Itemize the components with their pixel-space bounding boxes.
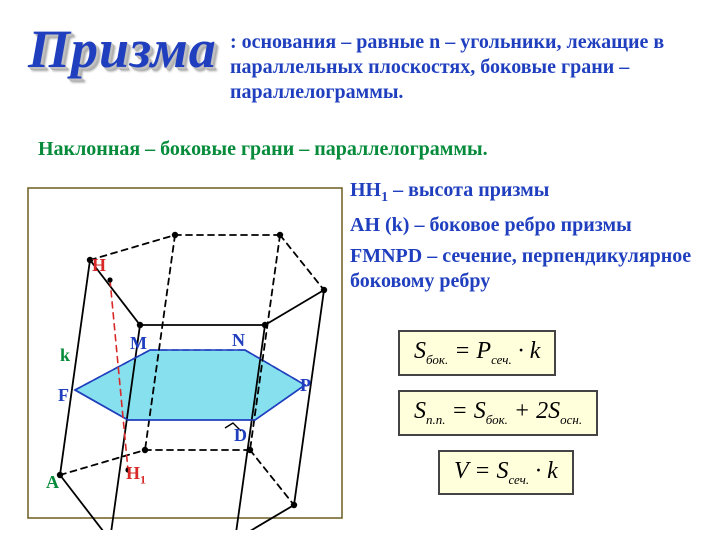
geo-label-H1: H1 [126, 463, 146, 488]
geo-label-A: A [46, 472, 59, 493]
note-ah: AH (k) – боковое ребро призмы [350, 213, 710, 238]
notes-column: HH1 – высота призмы AH (k) – боковое реб… [350, 172, 710, 300]
formula-side-area: Sбок. = Pсеч. · k [398, 330, 556, 376]
geo-label-k: k [60, 345, 70, 366]
definition-text: : основания – равные n – угольники, лежа… [230, 30, 700, 105]
geo-label-D: D [234, 425, 247, 446]
page-title: Призма [28, 18, 217, 80]
formula-stack: Sбок. = Pсеч. · k Sп.п. = Sбок. + 2Sосн.… [398, 330, 698, 509]
geo-label-H: H [92, 255, 106, 276]
formula-volume: V = Sсеч. · k [438, 450, 574, 496]
note-fmnpd: FMNPD – сечение, перпендикулярное боково… [350, 244, 710, 294]
prism-diagram: H M N P D Fk A H1 [20, 180, 350, 530]
note-hh1: HH1 – высота призмы [350, 178, 710, 207]
geo-label-F: F [58, 385, 69, 406]
geo-label-P: P [300, 375, 311, 396]
oblique-note: Наклонная – боковые грани – параллелогра… [38, 138, 488, 161]
geo-label-N: N [232, 330, 245, 351]
geo-label-M: M [130, 333, 147, 354]
formula-total-area: Sп.п. = Sбок. + 2Sосн. [398, 390, 598, 436]
